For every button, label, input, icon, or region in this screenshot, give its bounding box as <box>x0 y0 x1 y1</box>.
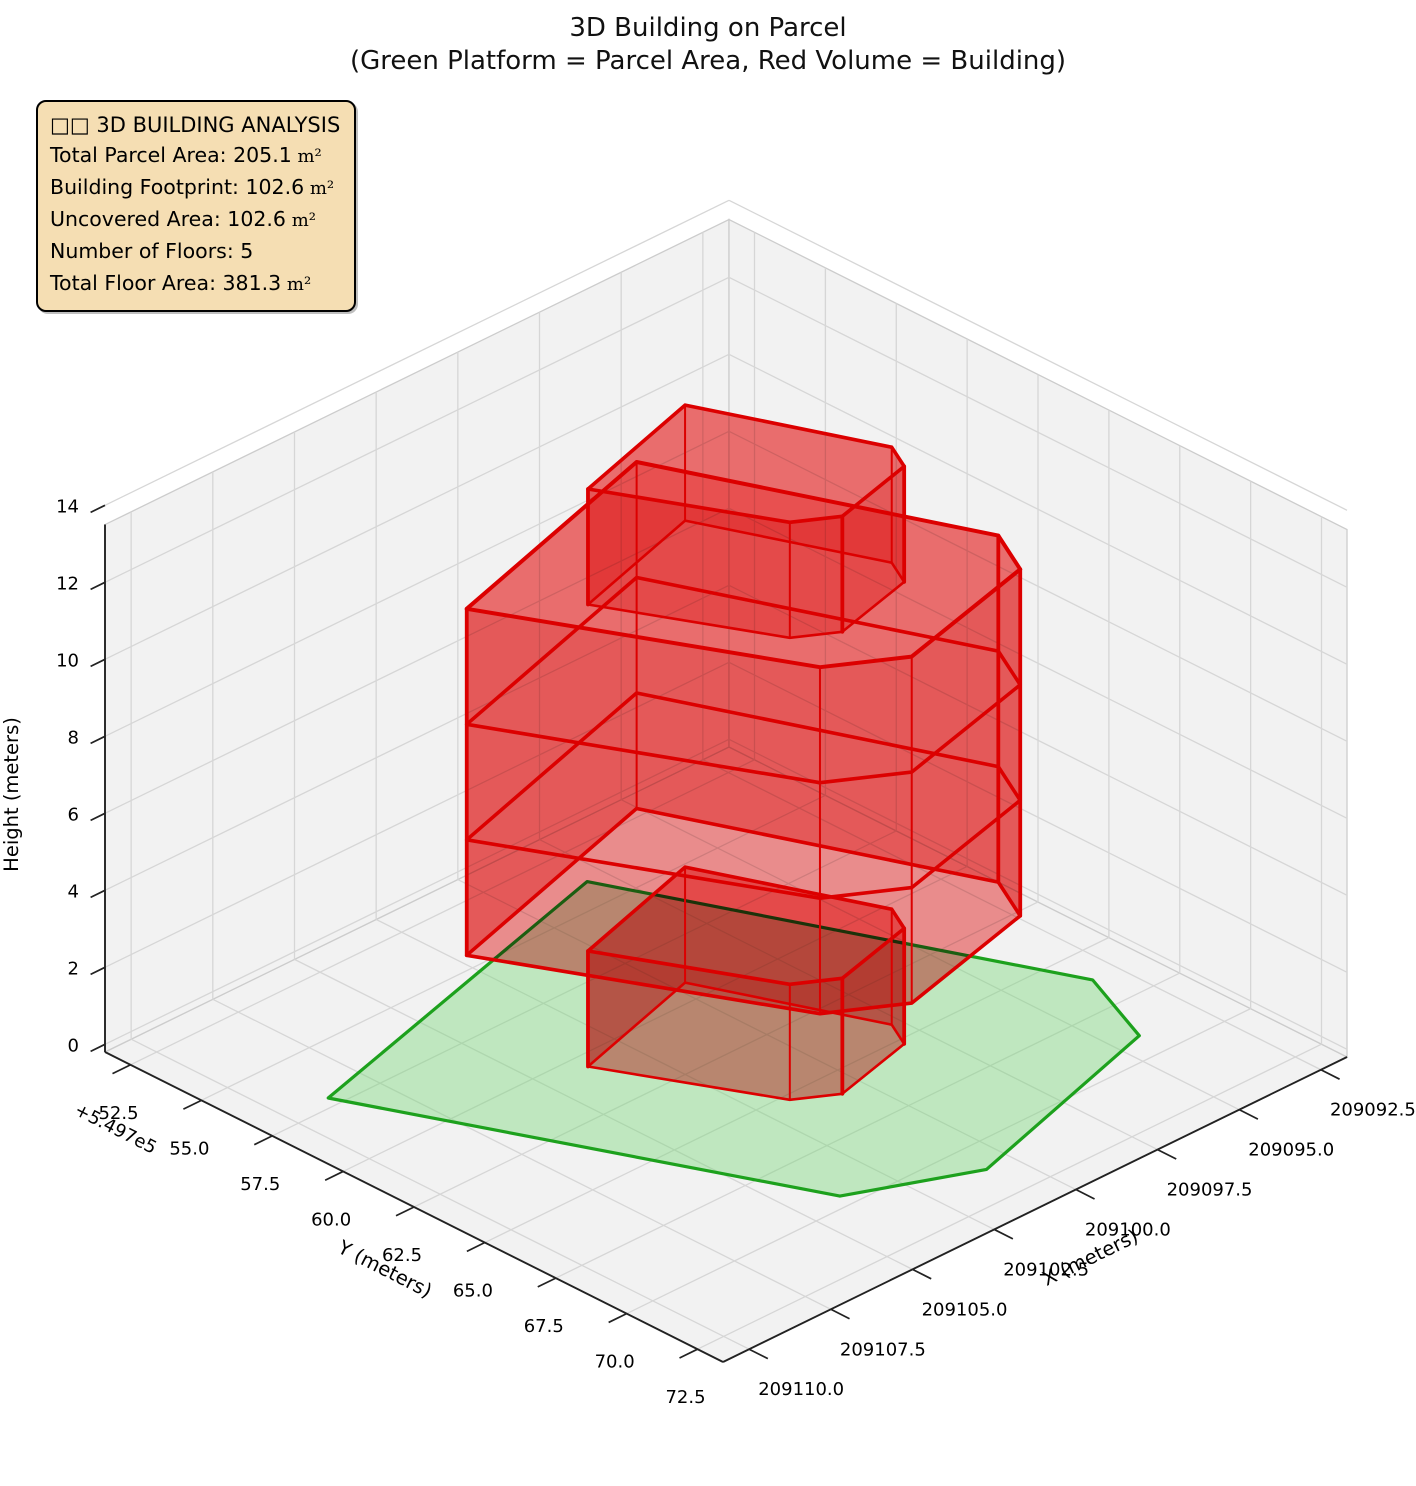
building-analysis-info-box: □□ 3D BUILDING ANALYSIS Total Parcel Are… <box>36 100 357 312</box>
info-row: Building Footprint: 102.6 m² <box>50 175 335 199</box>
y-tick-label: 72.5 <box>665 1387 705 1408</box>
y-tick-label: 57.5 <box>240 1174 280 1195</box>
y-tick-label: 55.0 <box>169 1138 209 1159</box>
x-tick-label: 209100.0 <box>1085 1220 1171 1241</box>
info-box-title: □□ 3D BUILDING ANALYSIS <box>50 113 341 137</box>
z-tick-label: 0 <box>68 1035 79 1056</box>
y-tick-label: 62.5 <box>382 1245 422 1266</box>
x-tick-label: 209110.0 <box>758 1379 844 1400</box>
x-tick-label: 209107.5 <box>840 1339 926 1360</box>
z-tick-label: 8 <box>68 727 79 748</box>
x-tick-label: 209097.5 <box>1167 1180 1253 1201</box>
chart-title-line1: 3D Building on Parcel <box>569 13 847 43</box>
info-box-rows: Total Parcel Area: 205.1 m² Building Foot… <box>50 140 340 300</box>
chart-title: 3D Building on Parcel (Green Platform = … <box>0 12 1416 78</box>
z-tick-label: 2 <box>68 958 79 979</box>
z-tick-label: 4 <box>68 881 79 902</box>
x-tick-label: 209105.0 <box>922 1299 1008 1320</box>
x-tick-label: 209092.5 <box>1330 1100 1416 1121</box>
y-tick-label: 52.5 <box>98 1103 138 1124</box>
z-tick-label: 10 <box>56 650 79 671</box>
building <box>464 403 1023 1102</box>
z-tick-label: 12 <box>56 573 79 594</box>
chart-title-line2: (Green Platform = Parcel Area, Red Volum… <box>349 46 1067 76</box>
info-row: Total Parcel Area: 205.1 m² <box>50 143 322 167</box>
info-row: Uncovered Area: 102.6 m² <box>50 207 316 231</box>
z-tick-label: 6 <box>68 804 79 825</box>
y-tick-label: 70.0 <box>595 1352 635 1373</box>
building-edges <box>464 403 1023 1102</box>
info-row: Total Floor Area: 381.3 m² <box>50 271 312 295</box>
x-tick-label: 209102.5 <box>1003 1259 1089 1280</box>
z-axis-label: Height (meters) <box>0 717 23 872</box>
y-tick-label: 65.0 <box>453 1281 493 1302</box>
z-tick-label: 14 <box>56 496 79 517</box>
y-tick-label: 60.0 <box>311 1209 351 1230</box>
y-tick-label: 67.5 <box>524 1316 564 1337</box>
x-tick-label: 209095.0 <box>1248 1140 1334 1161</box>
info-row: Number of Floors: 5 <box>50 239 254 263</box>
